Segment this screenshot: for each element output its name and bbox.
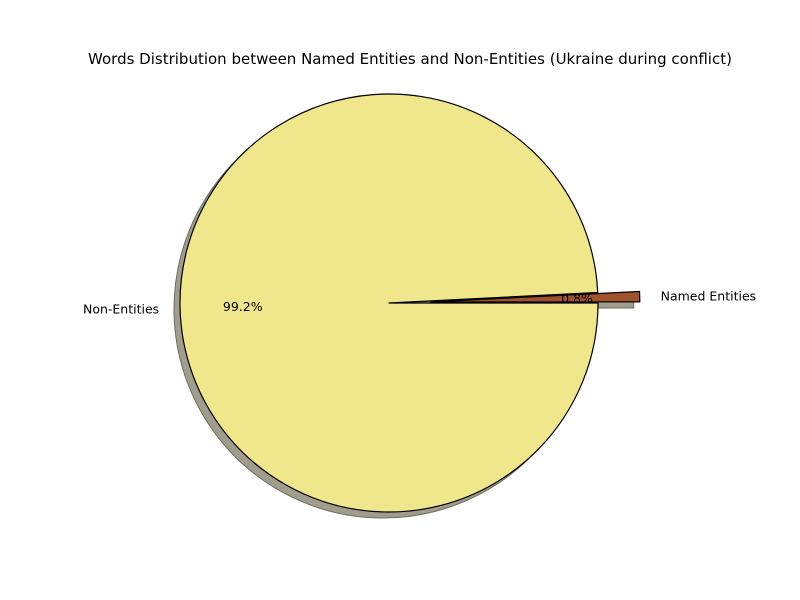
pie-slice-non-entities [179, 93, 599, 513]
label-layer: Named Entities 0.8% Non-Entities 99.2% [83, 289, 756, 317]
slice-label-non-entities: Non-Entities [83, 301, 159, 316]
slice-label-named-entities: Named Entities [661, 289, 757, 304]
slice-percent-non-entities: 99.2% [223, 299, 263, 314]
chart-title: Words Distribution between Named Entitie… [88, 50, 732, 68]
slice-layer [179, 93, 641, 513]
slice-percent-named-entities: 0.8% [561, 291, 593, 306]
pie-slice-named-entities [430, 290, 641, 303]
